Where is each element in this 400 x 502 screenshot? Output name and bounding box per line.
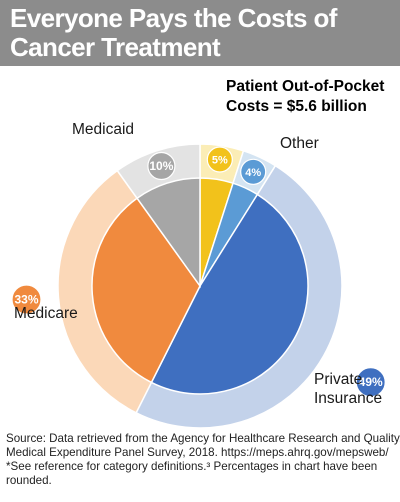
badge-label-patient-out-of-pocket: 5% — [212, 155, 228, 167]
badge-label-other: 4% — [245, 167, 261, 179]
category-labels: Other Medicaid Medicare Private Insurance — [14, 121, 382, 407]
label-private-insurance-line-2: Insurance — [314, 390, 382, 407]
title-line-2: Cancer Treatment — [10, 32, 221, 62]
label-private-insurance-line-1: Private — [314, 371, 362, 388]
pie-chart: 5% 4% 49% 33% 10% Other Medicaid Medicare Priva… — [11, 78, 386, 429]
slice-private-insurance — [150, 193, 309, 395]
badge-label-medicaid: 10% — [149, 159, 173, 173]
out-of-pocket-annotation: Patient Out-of-Pocket Costs = $5.6 billi… — [226, 78, 384, 115]
slice-medicare — [91, 197, 201, 384]
footnote-line-3: *See reference for category definitions.… — [6, 460, 378, 473]
slice-medicaid — [136, 177, 201, 289]
label-other: Other — [280, 135, 319, 152]
annotation-line-2: Costs = $5.6 billion — [226, 98, 367, 115]
badge-other — [240, 158, 267, 185]
source-footnote: Source: Data retrieved from the Agency f… — [6, 432, 400, 488]
badge-label-medicare: 33% — [14, 293, 38, 307]
percentage-badges: 5% 4% 49% 33% 10% — [11, 146, 386, 398]
title-line-1: Everyone Pays the Costs of — [10, 3, 337, 33]
badge-patient-out-of-pocket — [206, 146, 233, 173]
badge-private-insurance — [355, 367, 386, 398]
footnote-line-4: rounded. — [6, 474, 52, 487]
label-medicare: Medicare — [14, 305, 78, 322]
page-title: Everyone Pays the Costs of Cancer Treatm… — [10, 4, 390, 62]
footnote-line-1: Source: Data retrieved from the Agency f… — [6, 432, 400, 445]
label-medicaid: Medicaid — [72, 121, 134, 138]
badge-label-private-insurance: 49% — [359, 375, 383, 389]
pie-slices — [91, 177, 309, 395]
badge-medicaid — [147, 151, 176, 181]
annotation-line-1: Patient Out-of-Pocket — [226, 78, 384, 95]
header-bar: Everyone Pays the Costs of Cancer Treatm… — [0, 0, 400, 66]
footnote-line-2: Medical Expenditure Panel Survey, 2018. … — [6, 446, 389, 459]
badge-medicare — [11, 284, 42, 315]
